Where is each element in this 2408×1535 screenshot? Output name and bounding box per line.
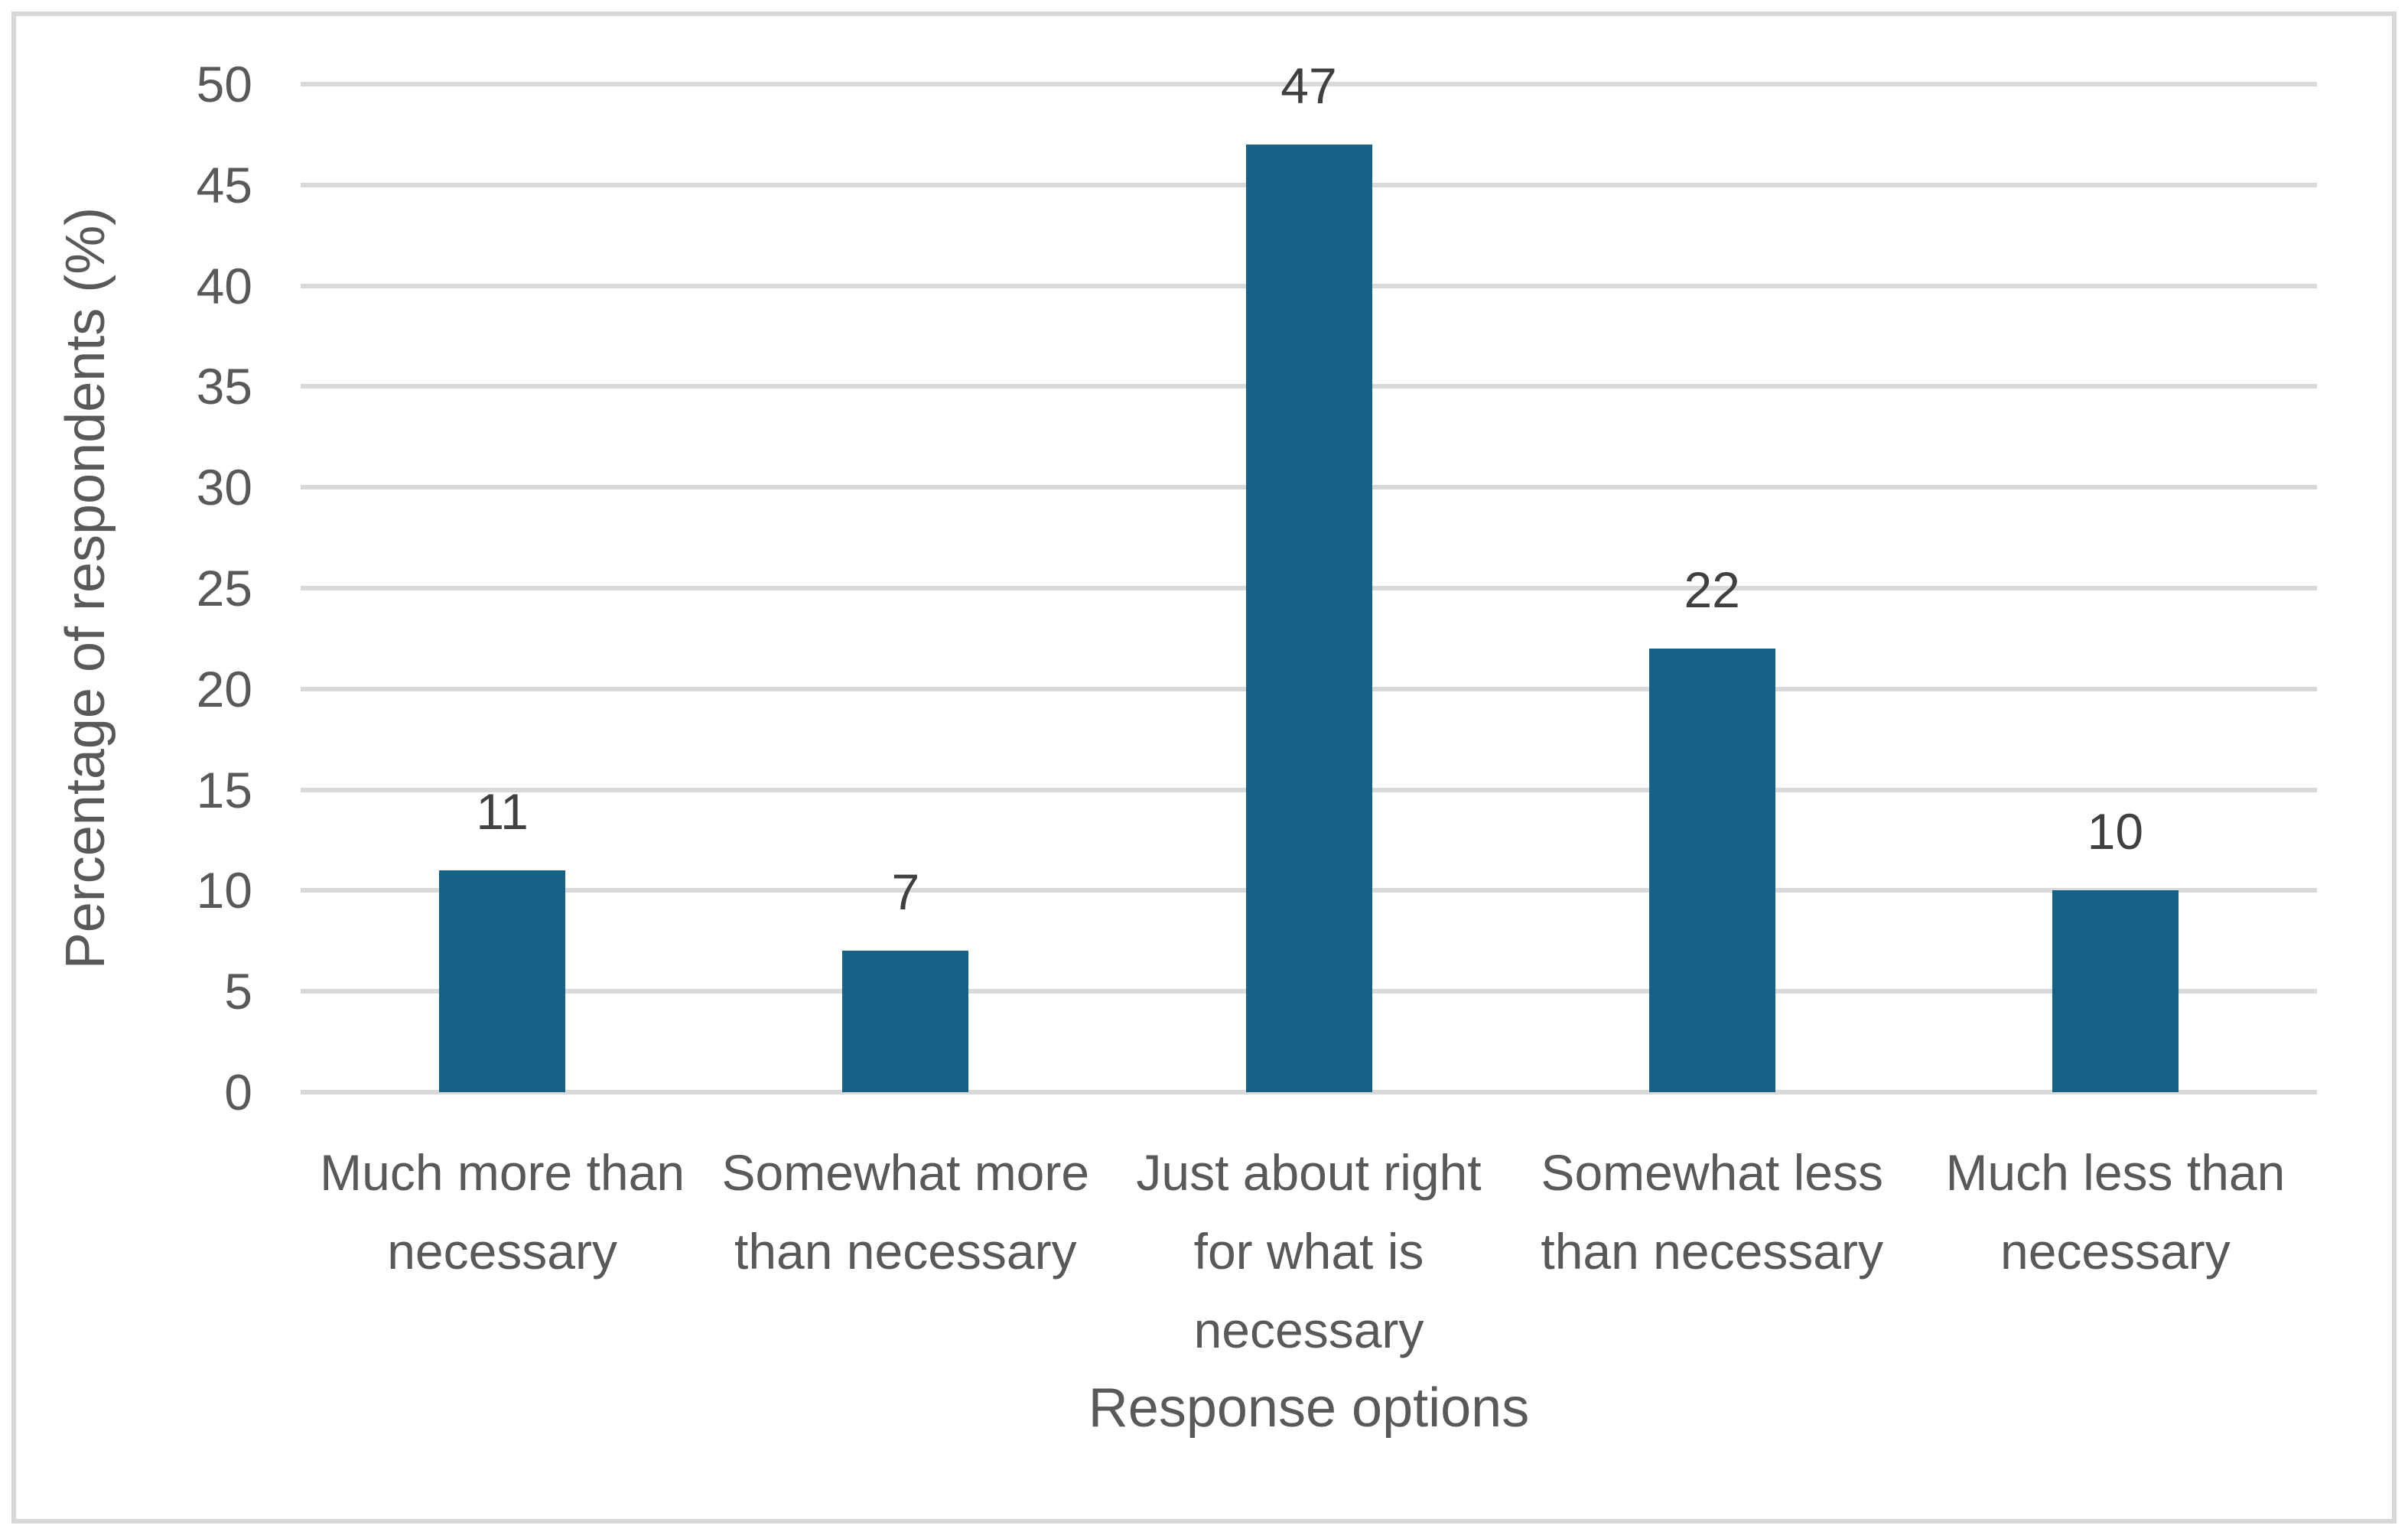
bar-value-label: 11 — [476, 783, 529, 841]
bar-5 — [2052, 890, 2179, 1092]
category-label: Much less than necessary — [1945, 1144, 2286, 1280]
bar-value-label: 47 — [1280, 57, 1337, 115]
bar-4 — [1648, 649, 1775, 1092]
x-axis-title: Response options — [1088, 1377, 1530, 1439]
y-tick-label: 5 — [224, 963, 252, 1020]
gridline — [301, 82, 2317, 86]
bar-value-label: 7 — [891, 863, 920, 921]
y-tick-label: 20 — [196, 660, 252, 717]
plot-area: 11 7 47 22 10 — [301, 57, 2317, 1094]
bar-value-label: 22 — [1684, 561, 1740, 619]
category-label: Somewhat less than necessary — [1541, 1144, 1883, 1280]
bar-value-label: 10 — [2087, 803, 2144, 860]
category-label: Much more than necessary — [320, 1144, 685, 1280]
y-tick-label: 0 — [224, 1064, 252, 1120]
category-label: Just about right for what is necessary — [1136, 1144, 1482, 1358]
y-tick-label: 45 — [196, 156, 252, 213]
bar-3 — [1245, 145, 1372, 1092]
y-tick-label: 35 — [196, 358, 252, 415]
chart-outer-border — [11, 11, 2397, 1524]
y-tick-label: 30 — [196, 459, 252, 516]
y-tick-label: 40 — [196, 257, 252, 314]
y-tick-label: 15 — [196, 761, 252, 818]
bar-1 — [439, 870, 566, 1092]
bar-2 — [842, 951, 969, 1092]
y-tick-label: 50 — [196, 56, 252, 112]
category-label: Somewhat more than necessary — [721, 1144, 1090, 1280]
y-tick-label: 25 — [196, 560, 252, 616]
y-tick-label: 10 — [196, 862, 252, 919]
gridline — [301, 1090, 2317, 1094]
